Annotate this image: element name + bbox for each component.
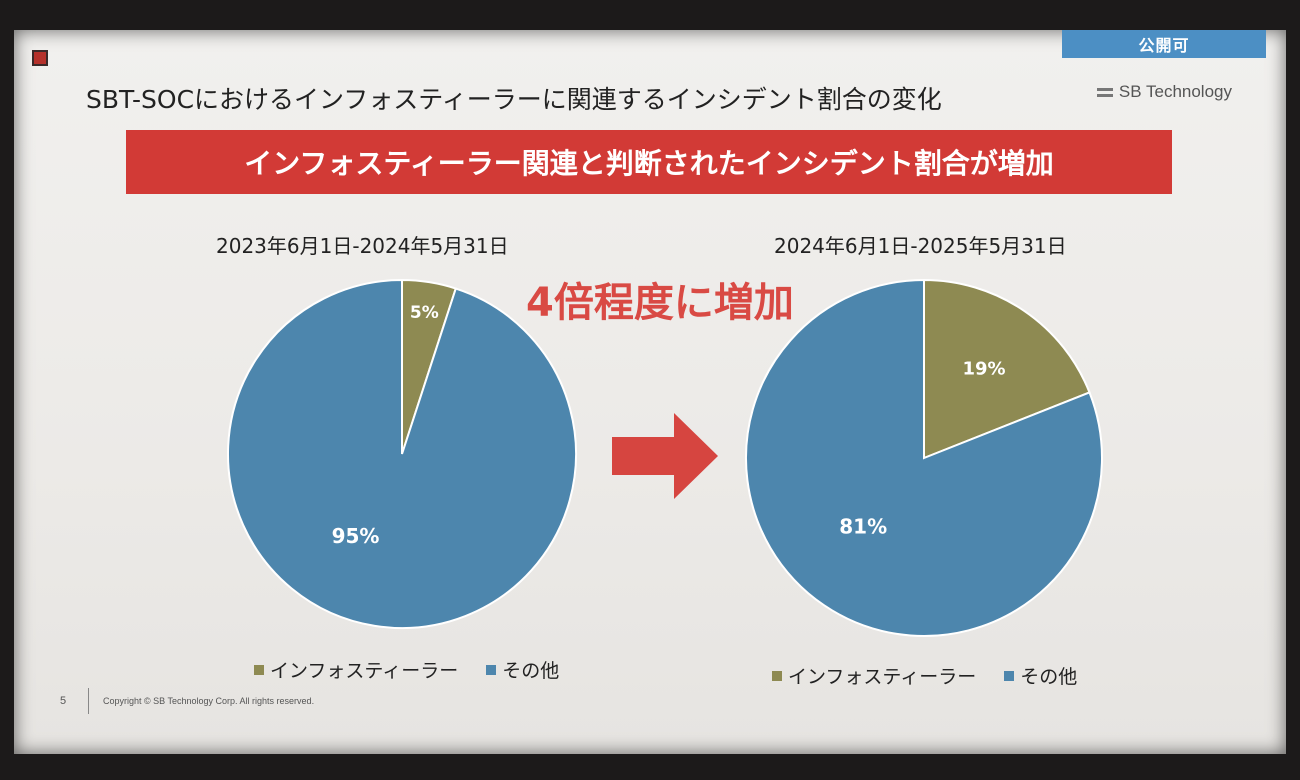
legend-right: インフォスティーラー その他 [772, 662, 1077, 689]
slide-footer: 5 Copyright © SB Technology Corp. All ri… [60, 688, 314, 714]
company-logo: SB Technology [1096, 82, 1232, 102]
legend-left: インフォスティーラー その他 [254, 656, 559, 683]
slide-title: SBT-SOCにおけるインフォスティーラーに関連するインシデント割合の変化 [86, 85, 942, 114]
pie-slice-other [227, 278, 577, 629]
pie-data-label: 81% [839, 514, 887, 538]
chart-title-right: 2024年6月1日-2025年5月31日 [774, 234, 1067, 258]
page-number: 5 [60, 695, 67, 707]
legend-label: インフォスティーラー [270, 660, 459, 682]
legend-item-other: その他 [1004, 662, 1077, 689]
legend-label: その他 [502, 660, 560, 682]
pie-data-label: 5% [410, 303, 439, 323]
legend-label: その他 [1020, 666, 1078, 688]
pie-data-label: 19% [962, 359, 1005, 380]
copyright-text: Copyright © SB Technology Corp. All righ… [103, 696, 315, 706]
chart-title-left: 2023年6月1日-2024年5月31日 [216, 234, 509, 258]
increase-headline: 4倍程度に増加 [526, 280, 794, 326]
legend-swatch [254, 664, 264, 675]
legend-item-infostealer: インフォスティーラー [254, 656, 458, 683]
legend-swatch [772, 670, 782, 681]
pie-slice-other [745, 278, 1103, 637]
legend-swatch [486, 664, 497, 675]
logo-text: SB Technology [1118, 82, 1232, 101]
logo-bars-icon [1096, 87, 1113, 97]
legend-swatch [1004, 670, 1015, 681]
pie-chart-right: 19% 81% [745, 278, 1103, 637]
legend-item-other: その他 [486, 656, 559, 683]
slide-screen: 公開可 SBT-SOCにおけるインフォスティーラーに関連するインシデント割合の変… [14, 30, 1286, 754]
headline-banner: インフォスティーラー関連と判断されたインシデント割合が増加 [126, 130, 1172, 194]
pie-data-label: 95% [332, 524, 380, 548]
slide-marker-icon [32, 50, 48, 66]
legend-item-infostealer: インフォスティーラー [772, 662, 976, 689]
footer-divider [88, 688, 89, 714]
legend-label: インフォスティーラー [788, 666, 977, 688]
pie-chart-left: 5% 95% [227, 278, 577, 629]
pie-slice-infostealer [923, 278, 1091, 460]
public-badge: 公開可 [1062, 30, 1266, 58]
right-arrow-icon [612, 413, 718, 499]
